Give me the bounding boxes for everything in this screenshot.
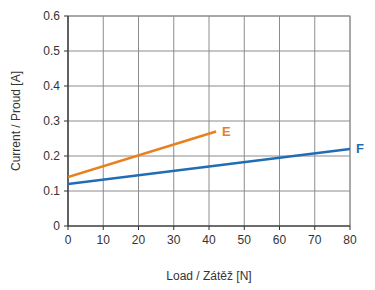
y-tick (64, 226, 68, 227)
y-axis-label: Current / Proud [A] (9, 71, 23, 171)
series-line (68, 132, 216, 178)
x-tick (209, 226, 210, 230)
y-tick-label: 0 (53, 219, 60, 233)
x-tick-label: 50 (238, 233, 252, 247)
y-tick-label: 0.4 (43, 79, 60, 93)
series-label: E (222, 124, 231, 139)
y-tick (64, 156, 68, 157)
y-tick (64, 121, 68, 122)
x-tick-label: 20 (132, 233, 146, 247)
y-grid-line (68, 86, 350, 87)
y-tick-label: 0.2 (43, 149, 60, 163)
x-tick-label: 0 (65, 233, 72, 247)
y-tick (64, 51, 68, 52)
x-tick (350, 226, 351, 230)
x-tick-label: 40 (202, 233, 216, 247)
x-tick (138, 226, 139, 230)
y-tick (64, 191, 68, 192)
y-tick-label: 0.6 (43, 9, 60, 23)
y-tick (64, 16, 68, 17)
y-tick-label: 0.3 (43, 114, 60, 128)
x-tick (103, 226, 104, 230)
y-grid-line (68, 156, 350, 157)
y-tick-label: 0.5 (43, 44, 60, 58)
y-grid-line (68, 51, 350, 52)
series-line (68, 149, 350, 184)
plot-frame (68, 16, 350, 226)
x-tick-label: 60 (273, 233, 287, 247)
x-tick-label: 30 (167, 233, 181, 247)
series-label: F (356, 141, 364, 156)
x-tick (173, 226, 174, 230)
series-group (68, 132, 350, 185)
x-tick (68, 226, 69, 230)
y-grid-line (68, 191, 350, 192)
y-grid-line (68, 121, 350, 122)
chart: 0 10 20 30 40 50 60 70 80 0 0.1 0.2 0.3 0.4 0.5 0.6 Load… (0, 0, 375, 290)
x-tick-label: 10 (97, 233, 111, 247)
x-tick (279, 226, 280, 230)
x-axis-label: Load / Zátěž [N] (166, 269, 251, 283)
x-tick (244, 226, 245, 230)
y-tick-label: 0.1 (43, 184, 60, 198)
y-tick (64, 86, 68, 87)
x-tick-label: 70 (308, 233, 322, 247)
x-tick (314, 226, 315, 230)
x-tick-label: 80 (343, 233, 357, 247)
